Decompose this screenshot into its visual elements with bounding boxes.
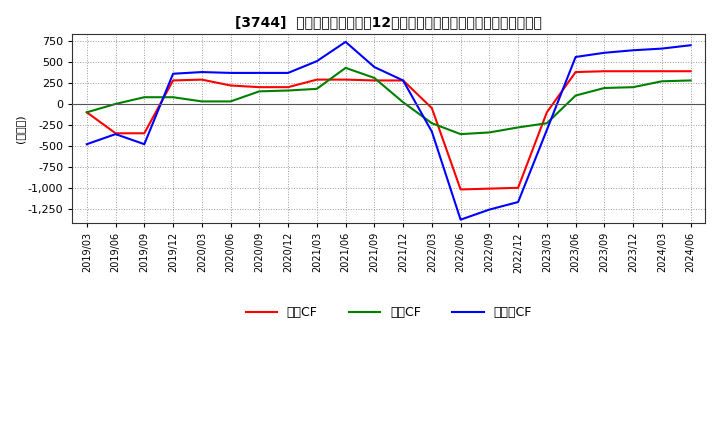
営業CF — [399, 78, 408, 83]
営業CF — [456, 187, 465, 192]
フリーCF — [600, 50, 608, 55]
フリーCF — [428, 129, 436, 134]
フリーCF — [112, 132, 120, 137]
営業CF — [226, 83, 235, 88]
フリーCF — [657, 46, 666, 51]
投資CF — [83, 110, 91, 115]
フリーCF — [686, 43, 695, 48]
投資CF — [629, 84, 637, 90]
営業CF — [341, 77, 350, 82]
投資CF — [571, 93, 580, 98]
Line: 投資CF: 投資CF — [87, 68, 690, 134]
フリーCF — [284, 70, 292, 76]
フリーCF — [456, 217, 465, 222]
投資CF — [514, 125, 523, 130]
投資CF — [312, 86, 321, 92]
フリーCF — [399, 78, 408, 83]
営業CF — [83, 110, 91, 115]
営業CF — [428, 106, 436, 111]
投資CF — [112, 101, 120, 106]
営業CF — [600, 69, 608, 74]
Legend: 営業CF, 投資CF, フリーCF: 営業CF, 投資CF, フリーCF — [240, 301, 537, 324]
フリーCF — [341, 39, 350, 44]
営業CF — [629, 69, 637, 74]
営業CF — [255, 84, 264, 90]
営業CF — [370, 78, 379, 83]
投資CF — [657, 79, 666, 84]
投資CF — [399, 99, 408, 105]
Line: 営業CF: 営業CF — [87, 71, 690, 190]
投資CF — [197, 99, 206, 104]
投資CF — [485, 130, 494, 135]
営業CF — [657, 69, 666, 74]
Line: フリーCF: フリーCF — [87, 42, 690, 220]
フリーCF — [571, 54, 580, 59]
営業CF — [485, 186, 494, 191]
フリーCF — [514, 199, 523, 205]
フリーCF — [370, 64, 379, 70]
営業CF — [112, 131, 120, 136]
営業CF — [168, 78, 177, 83]
投資CF — [543, 121, 552, 126]
Y-axis label: (百万円): (百万円) — [15, 114, 25, 143]
投資CF — [255, 89, 264, 94]
営業CF — [543, 110, 552, 115]
フリーCF — [168, 71, 177, 77]
フリーCF — [83, 142, 91, 147]
フリーCF — [255, 70, 264, 76]
投資CF — [456, 132, 465, 137]
フリーCF — [226, 70, 235, 76]
投資CF — [600, 85, 608, 91]
投資CF — [140, 95, 148, 100]
投資CF — [168, 95, 177, 100]
Title: [3744]  キャッシュフローの12か月移動合計の対前年同期増減額の推移: [3744] キャッシュフローの12か月移動合計の対前年同期増減額の推移 — [235, 15, 542, 29]
営業CF — [140, 131, 148, 136]
フリーCF — [543, 127, 552, 132]
投資CF — [428, 121, 436, 126]
フリーCF — [197, 70, 206, 75]
営業CF — [571, 70, 580, 75]
フリーCF — [312, 59, 321, 64]
営業CF — [284, 84, 292, 90]
営業CF — [197, 77, 206, 82]
投資CF — [226, 99, 235, 104]
フリーCF — [485, 207, 494, 212]
投資CF — [341, 65, 350, 70]
営業CF — [686, 69, 695, 74]
フリーCF — [629, 48, 637, 53]
投資CF — [284, 88, 292, 93]
営業CF — [514, 185, 523, 191]
フリーCF — [140, 142, 148, 147]
投資CF — [370, 75, 379, 81]
営業CF — [312, 77, 321, 82]
投資CF — [686, 78, 695, 83]
